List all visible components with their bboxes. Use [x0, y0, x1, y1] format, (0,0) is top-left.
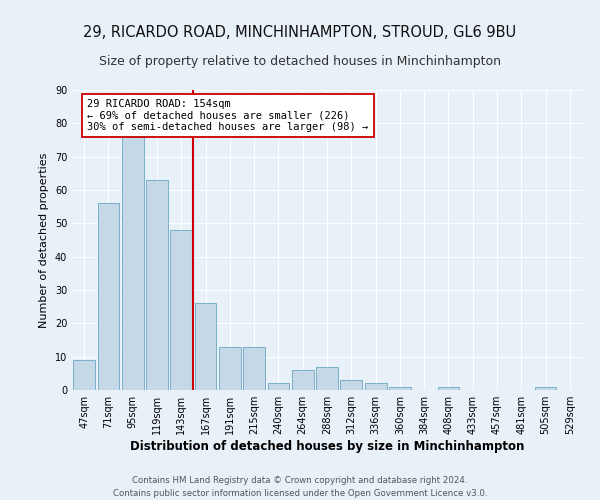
Bar — [268, 384, 289, 390]
Bar — [316, 366, 338, 390]
Bar — [194, 304, 217, 390]
Bar — [97, 204, 119, 390]
Bar — [535, 386, 556, 390]
Bar — [292, 370, 314, 390]
Bar — [170, 230, 192, 390]
Bar — [389, 386, 411, 390]
Bar — [437, 386, 460, 390]
Bar — [340, 380, 362, 390]
Text: 29, RICARDO ROAD, MINCHINHAMPTON, STROUD, GL6 9BU: 29, RICARDO ROAD, MINCHINHAMPTON, STROUD… — [83, 25, 517, 40]
Y-axis label: Number of detached properties: Number of detached properties — [39, 152, 49, 328]
Text: Contains public sector information licensed under the Open Government Licence v3: Contains public sector information licen… — [113, 488, 487, 498]
Bar — [73, 360, 95, 390]
Bar — [243, 346, 265, 390]
Bar — [365, 384, 386, 390]
Bar — [146, 180, 168, 390]
Text: Contains HM Land Registry data © Crown copyright and database right 2024.: Contains HM Land Registry data © Crown c… — [132, 476, 468, 485]
Text: Size of property relative to detached houses in Minchinhampton: Size of property relative to detached ho… — [99, 55, 501, 68]
Text: 29 RICARDO ROAD: 154sqm
← 69% of detached houses are smaller (226)
30% of semi-d: 29 RICARDO ROAD: 154sqm ← 69% of detache… — [88, 99, 368, 132]
Bar — [122, 136, 143, 390]
Bar — [219, 346, 241, 390]
X-axis label: Distribution of detached houses by size in Minchinhampton: Distribution of detached houses by size … — [130, 440, 524, 453]
